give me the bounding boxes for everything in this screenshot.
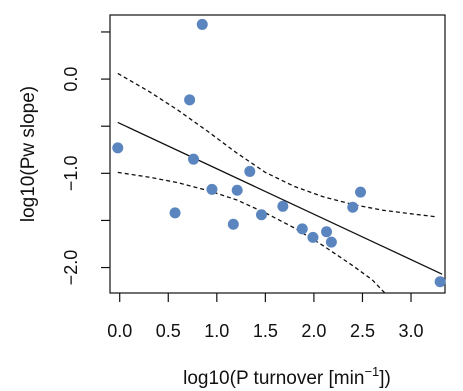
y-axis: 0.0 −1.0 −2.0 [61,31,110,286]
confidence-lower-line [117,171,386,294]
data-point [112,142,124,154]
data-point [231,184,243,196]
data-point [169,207,181,219]
confidence-bands [117,72,436,294]
data-point [188,153,200,165]
plot-frame [109,14,446,294]
data-point [347,201,359,213]
data-point [244,165,256,177]
x-tick-label: 1.5 [253,321,278,341]
confidence-upper-line [117,72,436,218]
x-axis: 0.0 0.5 1.0 1.5 2.0 2.5 3.0 [107,293,424,341]
y-tick-label: −2.0 [61,250,81,286]
data-point [184,94,196,106]
data-point [355,186,367,198]
x-tick-label: 2.0 [301,321,326,341]
data-point [434,276,446,288]
x-tick-label: 1.0 [204,321,229,341]
data-point [307,231,319,243]
regression-line [117,121,443,275]
x-axis-label: log10(P turnover [min−1]) [183,364,391,389]
data-point [227,218,239,230]
x-tick-label: 2.5 [350,321,375,341]
y-axis-label: log10(Pw slope) [18,86,39,222]
data-point [206,183,218,195]
x-tick-label: 3.0 [398,321,423,341]
x-axis-label-main: log10(P turnover [min [183,368,364,389]
x-tick-label: 0.0 [107,321,132,341]
data-point [325,236,337,248]
y-tick-label: 0.0 [61,67,81,92]
data-point [296,223,308,235]
data-point [277,200,289,212]
y-tick-label: −1.0 [61,156,81,192]
data-point [255,209,267,221]
x-axis-label-end: ]) [379,368,391,389]
data-point [196,18,208,30]
x-axis-label-superscript: −1 [364,364,379,379]
data-points [112,18,446,288]
data-point [321,226,333,238]
fit-line [117,121,443,275]
x-tick-label: 0.5 [156,321,181,341]
